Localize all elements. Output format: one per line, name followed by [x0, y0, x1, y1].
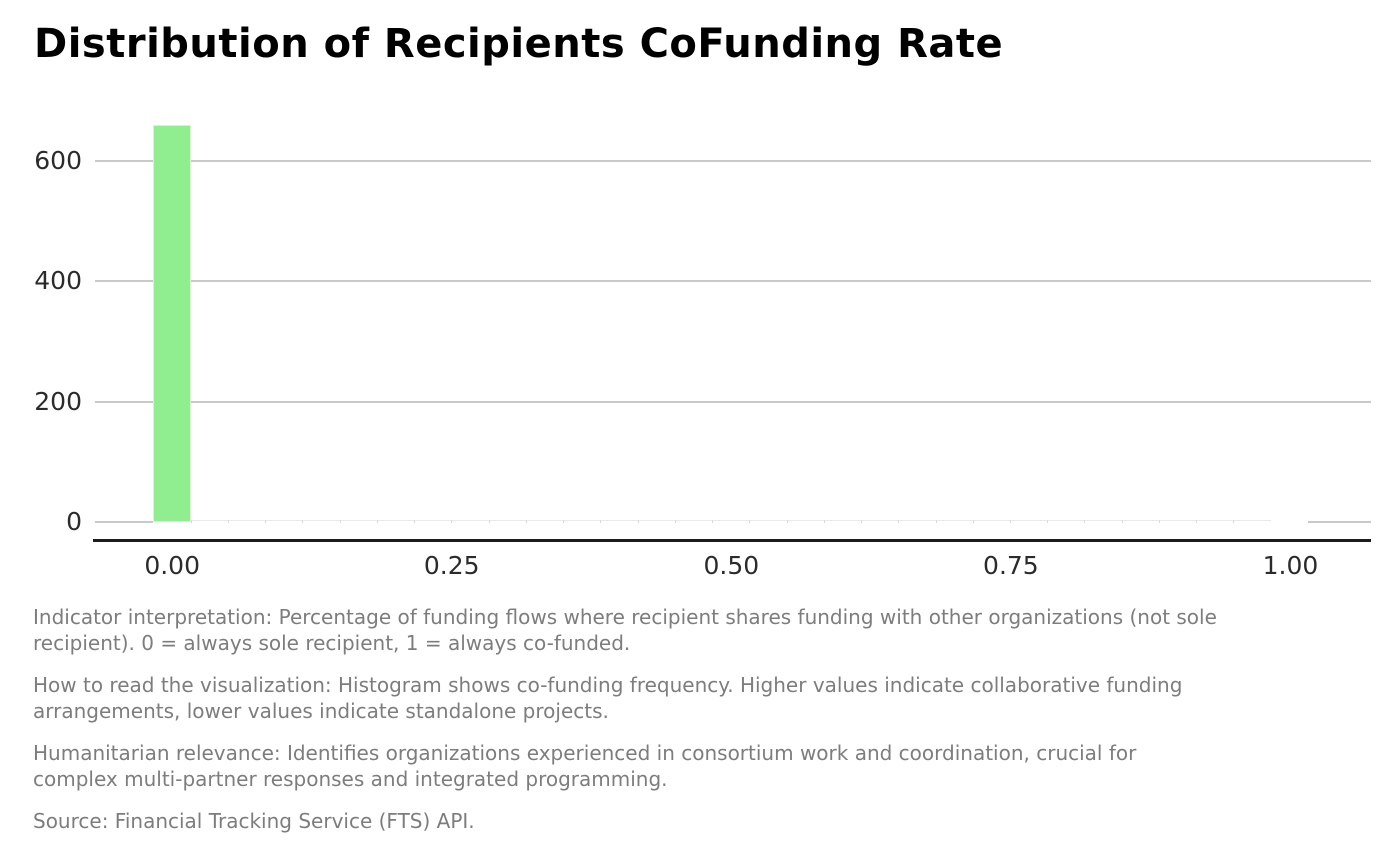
gridline	[95, 400, 1371, 403]
chart-title: Distribution of Recipients CoFunding Rat…	[34, 21, 1004, 67]
footer-notes: Indicator interpretation: Percentage of …	[33, 605, 1378, 852]
gridline	[95, 160, 1371, 163]
empty-bin	[637, 520, 675, 523]
x-tick-label: 0.25	[423, 551, 480, 580]
y-tick-label: 0	[66, 507, 82, 536]
y-tick-label: 400	[34, 266, 82, 296]
empty-bin	[898, 520, 936, 523]
empty-bin	[861, 520, 899, 523]
empty-bin	[451, 520, 489, 523]
empty-bin	[414, 520, 452, 523]
y-tick-label: 600	[34, 146, 82, 176]
empty-bin	[1158, 520, 1197, 523]
empty-bin	[1233, 520, 1271, 523]
gridline-zero-left	[95, 521, 154, 523]
empty-bin	[265, 520, 303, 523]
x-axis-line	[93, 539, 1371, 542]
x-tick-label: 0.50	[703, 551, 760, 580]
empty-bin	[339, 520, 377, 523]
empty-bin	[935, 520, 973, 523]
plot-area: 0 200 400 600 0.00 0.25 0.50 0.75 1.00	[34, 125, 1371, 580]
note-how-to-read: How to read the visualization: Histogram…	[33, 673, 1183, 723]
empty-bin	[563, 520, 601, 523]
x-tick-label: 0.75	[983, 551, 1039, 580]
empty-bin	[1121, 520, 1159, 523]
empty-bin	[674, 520, 713, 523]
empty-bin	[190, 520, 228, 523]
empty-bin	[1047, 520, 1085, 523]
empty-bin	[525, 520, 564, 523]
x-tick-label: 0.00	[144, 551, 200, 580]
gridline	[95, 280, 1371, 283]
empty-bin	[1010, 520, 1048, 523]
empty-bin	[1196, 520, 1234, 523]
empty-bin	[302, 520, 340, 523]
note-humanitarian-relevance: Humanitarian relevance: Identifies organ…	[33, 741, 1137, 791]
empty-bin	[376, 520, 415, 523]
gridline-zero-right	[1308, 521, 1371, 523]
empty-bin	[823, 520, 862, 523]
empty-bin	[786, 520, 824, 523]
empty-bin	[227, 520, 266, 523]
y-tick-label: 200	[34, 386, 82, 416]
empty-bin	[600, 520, 638, 523]
empty-bin	[749, 520, 787, 523]
empty-bin	[972, 520, 1010, 523]
empty-bin	[488, 520, 526, 523]
note-indicator-interpretation: Indicator interpretation: Percentage of …	[33, 605, 1217, 655]
note-source: Source: Financial Tracking Service (FTS)…	[33, 809, 475, 833]
empty-bin	[712, 520, 750, 523]
x-tick-label: 1.00	[1262, 551, 1319, 580]
histogram-bar	[153, 125, 191, 522]
empty-bin	[1084, 520, 1122, 523]
